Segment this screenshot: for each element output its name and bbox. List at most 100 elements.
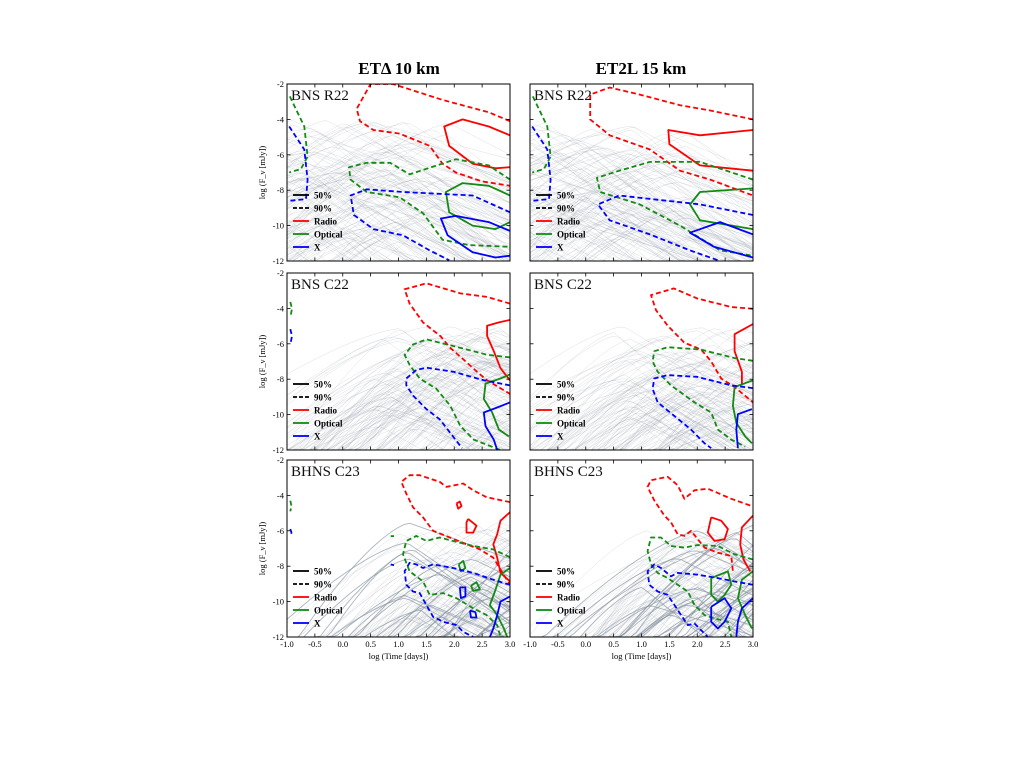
light-curve — [287, 601, 510, 637]
light-curve — [530, 394, 753, 450]
light-curve — [530, 416, 753, 450]
light-curve — [287, 178, 510, 261]
light-curve — [287, 207, 510, 261]
light-curve — [287, 395, 510, 450]
light-curve — [530, 125, 753, 189]
panel-title: BNS C22 — [534, 277, 592, 293]
light-curve — [287, 539, 510, 637]
light-curve — [530, 432, 753, 450]
light-curve — [287, 133, 510, 255]
light-curve — [287, 399, 510, 450]
contour-optical-50 — [482, 373, 510, 438]
light-curve — [530, 211, 753, 256]
y-tick-label: -4 — [277, 114, 285, 124]
light-curve — [530, 588, 753, 637]
light-curve — [530, 177, 753, 239]
light-curve — [287, 552, 510, 637]
light-curve — [530, 387, 753, 450]
light-curve — [287, 177, 510, 261]
contour-optical-90 — [402, 535, 510, 637]
light-curve — [287, 220, 510, 261]
y-axis-label: log (F_ν [mJy]) — [257, 522, 267, 576]
light-curve — [287, 524, 510, 637]
light-curve — [287, 605, 510, 637]
light-curve — [287, 529, 510, 637]
light-curve — [530, 147, 753, 261]
light-curve — [287, 571, 510, 637]
light-curve — [530, 170, 753, 261]
light-curve — [530, 140, 753, 253]
light-curve — [287, 173, 510, 261]
light-curve — [530, 611, 753, 637]
light-curve — [287, 616, 510, 637]
contours — [650, 287, 753, 449]
light-curve — [287, 588, 510, 637]
light-curve — [287, 426, 510, 450]
light-curve — [287, 373, 510, 428]
light-curve — [287, 217, 510, 261]
legend: 50% 90% Radio Optical X — [536, 191, 586, 253]
light-curve — [287, 231, 510, 261]
contour-x-90 — [289, 528, 293, 537]
light-curve — [287, 536, 510, 637]
light-curve — [530, 371, 753, 450]
light-curve — [530, 136, 753, 261]
light-curve — [530, 189, 753, 261]
light-curve — [287, 353, 510, 429]
light-curve — [287, 203, 510, 261]
light-curve — [287, 552, 510, 637]
contour-x-90 — [405, 366, 510, 449]
light-curve — [287, 199, 510, 261]
light-curve — [530, 380, 753, 450]
column-title-right: ET2L 15 km — [596, 59, 687, 78]
light-curve — [287, 397, 510, 450]
light-curve — [530, 397, 753, 450]
x-tick-label: 1.0 — [636, 639, 647, 649]
light-curve — [287, 182, 510, 261]
light-curve — [287, 397, 510, 450]
light-curve — [287, 354, 510, 450]
light-curve — [530, 183, 753, 261]
legend-label: 90% — [557, 204, 575, 214]
light-curve — [287, 572, 510, 637]
light-curve — [530, 400, 753, 450]
light-curve — [287, 217, 510, 261]
light-curve — [530, 530, 753, 636]
light-curve — [530, 403, 753, 450]
light-curve — [287, 375, 510, 450]
light-curve — [530, 544, 753, 637]
y-tick-label: -4 — [277, 303, 285, 313]
light-curve — [530, 550, 753, 637]
light-curve — [287, 587, 510, 637]
light-curve — [287, 178, 510, 261]
y-tick-label: -6 — [277, 150, 284, 160]
light-curve — [530, 406, 753, 450]
y-tick-label: -12 — [273, 632, 284, 642]
legend-label: X — [314, 619, 321, 629]
light-curve — [530, 590, 753, 637]
light-curve — [530, 328, 753, 450]
light-curve — [530, 409, 753, 450]
light-curve — [287, 363, 510, 450]
light-curve — [287, 337, 510, 450]
light-curve — [530, 211, 753, 261]
light-curve — [287, 176, 510, 231]
light-curve — [287, 241, 510, 261]
light-curve — [287, 120, 510, 218]
light-curve — [287, 425, 510, 450]
contour-x-90 — [288, 126, 309, 202]
light-curve — [287, 407, 510, 450]
light-curve — [530, 418, 753, 450]
light-curve — [287, 122, 510, 191]
light-curve — [530, 383, 753, 450]
light-curve — [287, 135, 510, 206]
light-curve — [287, 227, 510, 261]
light-curve — [530, 557, 753, 637]
light-curve — [530, 376, 753, 450]
light-curve — [530, 430, 753, 450]
light-curve — [530, 197, 753, 261]
light-curve — [530, 365, 753, 450]
light-curve — [287, 340, 510, 450]
light-curve — [530, 403, 753, 450]
light-curve — [530, 360, 753, 450]
